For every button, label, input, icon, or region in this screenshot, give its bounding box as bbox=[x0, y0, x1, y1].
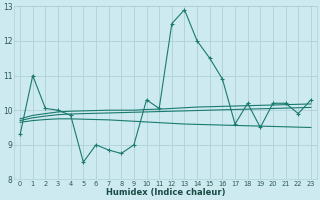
X-axis label: Humidex (Indice chaleur): Humidex (Indice chaleur) bbox=[106, 188, 225, 197]
